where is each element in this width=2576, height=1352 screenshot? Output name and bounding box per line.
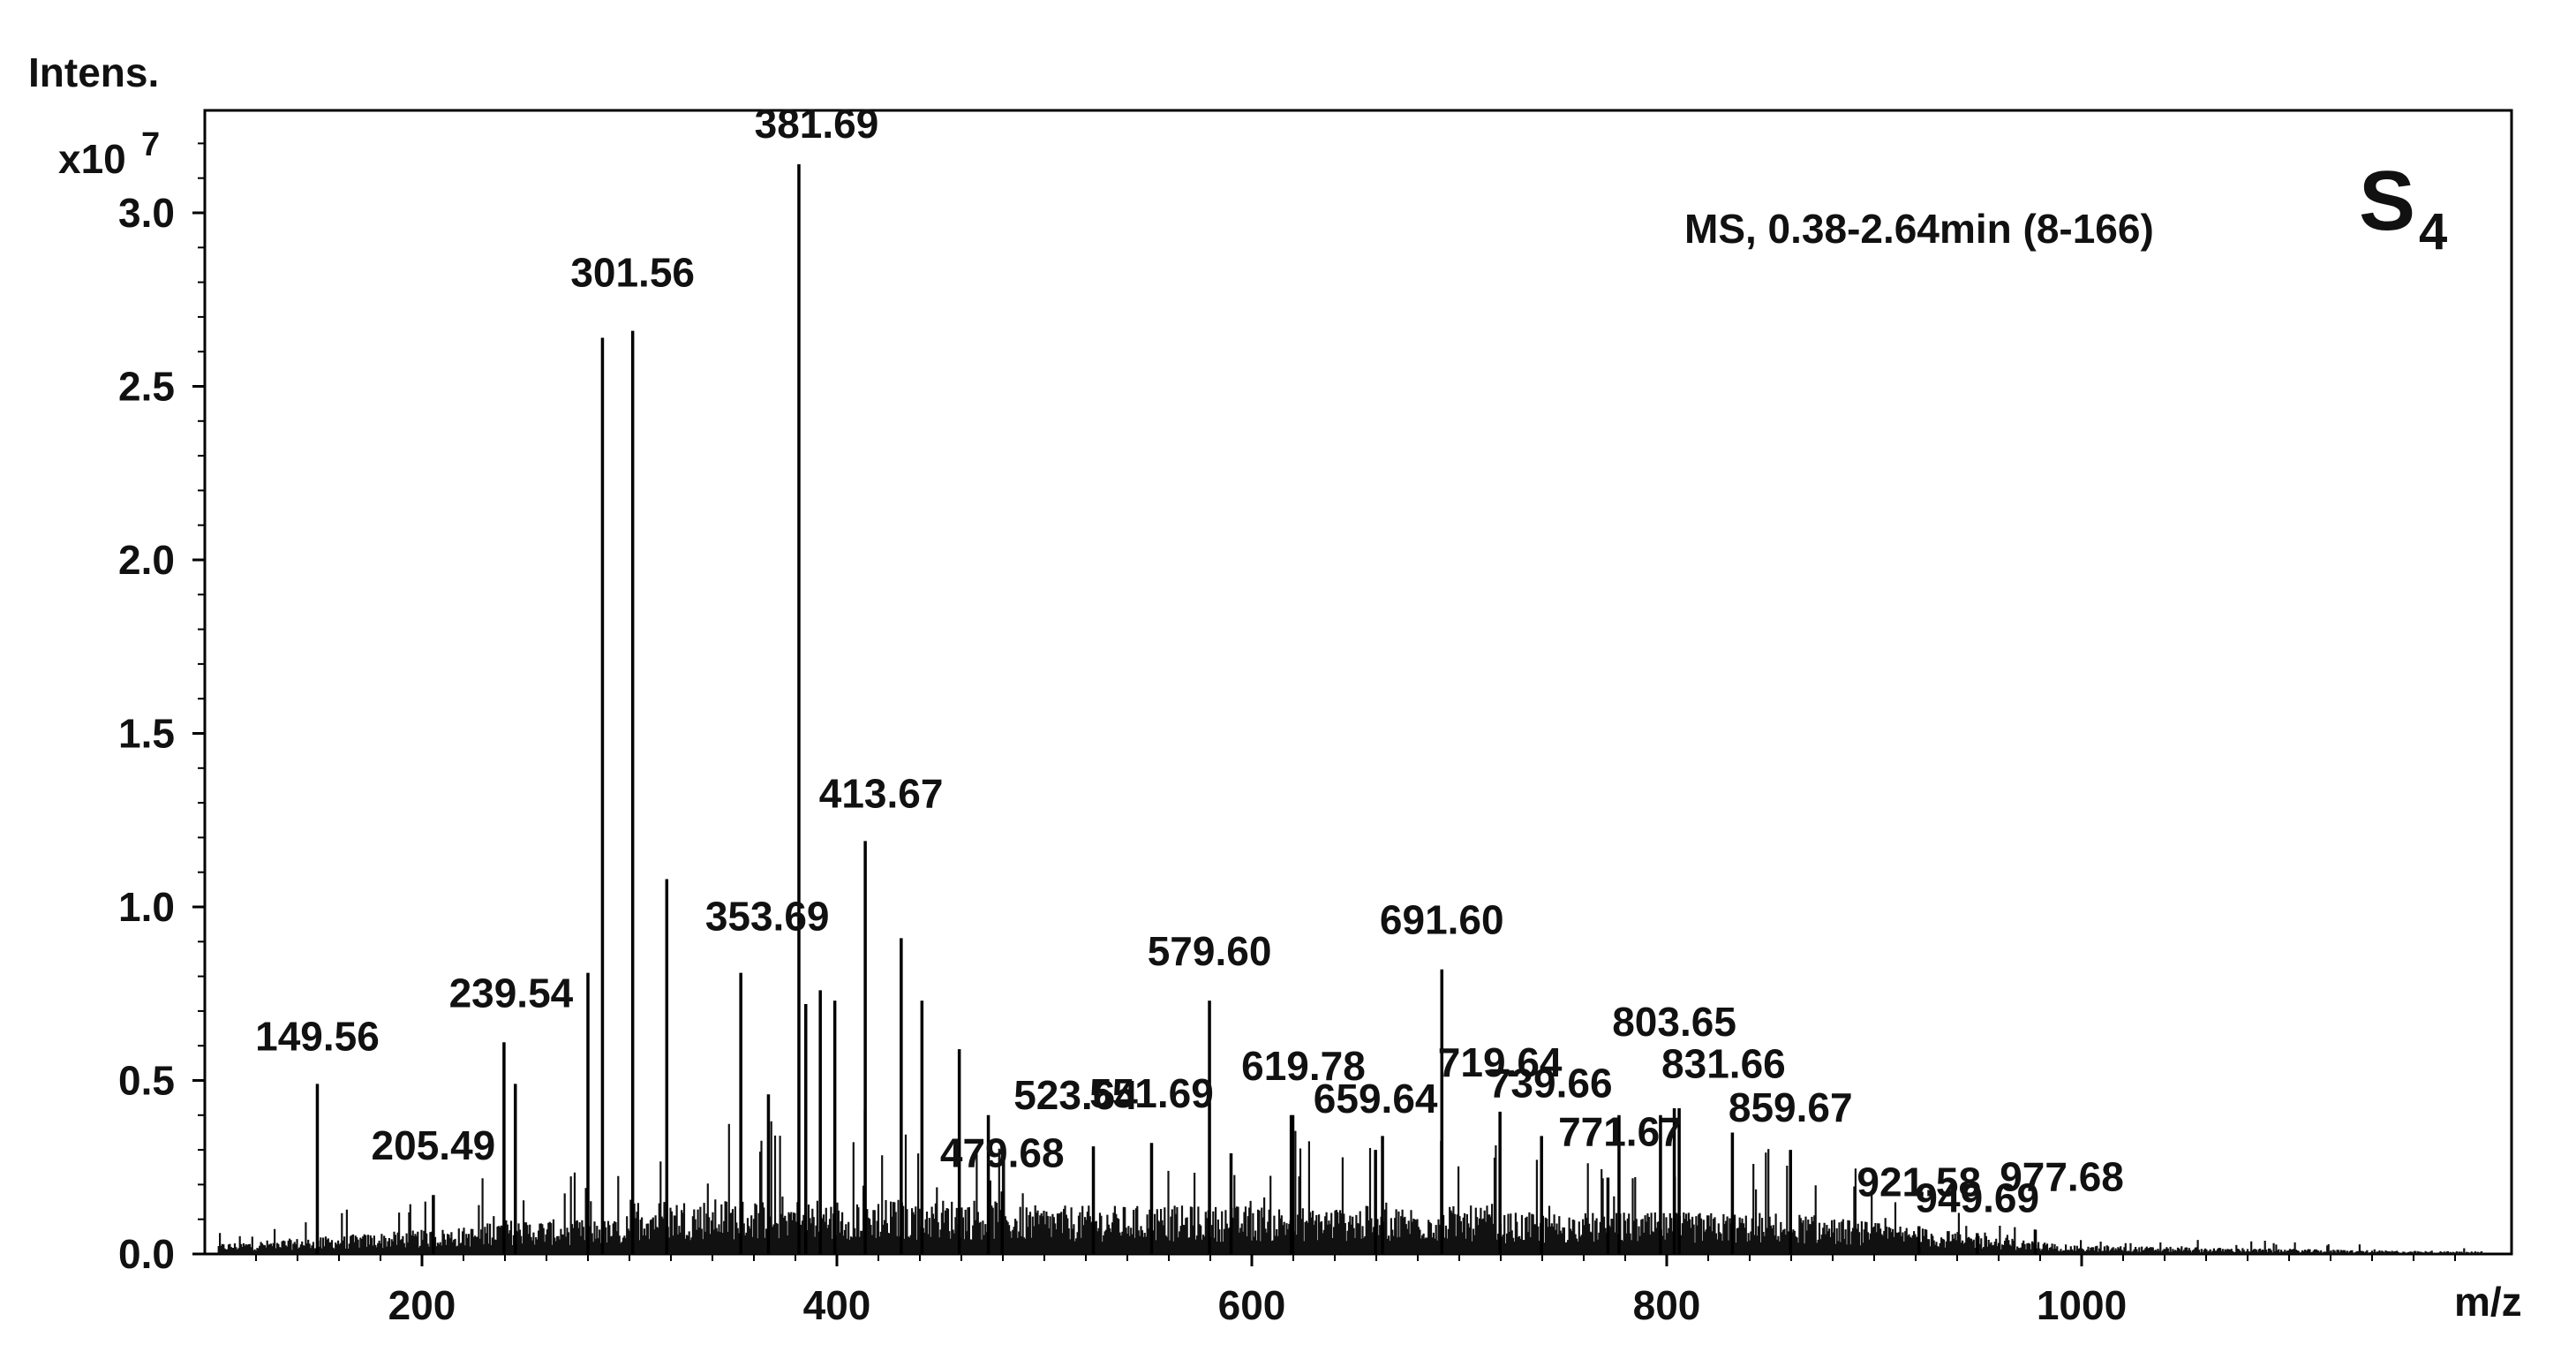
peak-label-301.56: 301.56 — [570, 250, 695, 296]
sample-letter: S — [2359, 154, 2415, 248]
x-tick-label: 1000 — [2037, 1282, 2127, 1328]
peak-label-413.67: 413.67 — [819, 770, 944, 816]
run-annotation: MS, 0.38-2.64min (8-166) — [1684, 206, 2154, 252]
y-axis-title: Intens. — [28, 49, 159, 95]
x-axis-title: m/z — [2454, 1279, 2522, 1325]
peak-label-977.68: 977.68 — [2000, 1153, 2124, 1199]
peak-label-659.64: 659.64 — [1314, 1076, 1438, 1122]
noise-trace — [217, 1109, 2484, 1254]
peak-label-803.65: 803.65 — [1612, 999, 1736, 1045]
y-tick-label: 0.0 — [118, 1231, 175, 1277]
peak-label-921.58: 921.58 — [1857, 1159, 1981, 1205]
y-scale-label: x10 — [58, 136, 126, 182]
y-tick-label: 0.5 — [118, 1058, 175, 1104]
x-tick-label: 400 — [803, 1282, 871, 1328]
peak-label-691.60: 691.60 — [1380, 897, 1504, 943]
peak-label-831.66: 831.66 — [1661, 1040, 1786, 1086]
y-scale-exponent: 7 — [141, 126, 160, 163]
sample-subscript: 4 — [2419, 203, 2447, 261]
y-tick-label: 2.0 — [118, 537, 175, 583]
peak-label-205.49: 205.49 — [372, 1122, 496, 1168]
peak-labels: 149.56 205.49 239.54 301.56 353.69 381.69 413.… — [255, 101, 2124, 1220]
peak-label-719.64: 719.64 — [1438, 1039, 1563, 1085]
x-tick-label: 200 — [388, 1282, 456, 1328]
x-tick-label: 800 — [1633, 1282, 1701, 1328]
x-tick-label: 600 — [1218, 1282, 1286, 1328]
peak-label-479.68: 479.68 — [940, 1129, 1065, 1175]
peak-label-523.64: 523.64 — [1013, 1072, 1138, 1118]
peak-sticks — [315, 163, 2037, 1254]
peak-label-949.69: 949.69 — [1915, 1175, 2039, 1220]
peak-label-381.69: 381.69 — [755, 101, 879, 147]
peak-label-859.67: 859.67 — [1729, 1084, 1853, 1130]
peak-label-771.67: 771.67 — [1558, 1109, 1683, 1155]
peak-label-579.60: 579.60 — [1148, 928, 1272, 974]
peak-label-551.69: 551.69 — [1089, 1070, 1214, 1116]
peak-label-619.78: 619.78 — [1241, 1043, 1366, 1089]
peak-label-149.56: 149.56 — [255, 1013, 380, 1059]
axis-ticks: 200 400 600 800 1000 0.0 0.5 1.0 1.5 2.0 2.5 3.0 — [118, 142, 2456, 1328]
peak-label-239.54: 239.54 — [449, 970, 574, 1016]
y-tick-label: 1.0 — [118, 884, 175, 930]
y-tick-label: 1.5 — [118, 711, 175, 757]
baseline-noise — [217, 1109, 2484, 1254]
sample-label: S 4 — [2359, 154, 2447, 261]
peak-label-739.66: 739.66 — [1488, 1060, 1613, 1106]
y-tick-label: 2.5 — [118, 364, 175, 410]
y-scale-factor: x10 7 — [58, 126, 160, 182]
peak-label-353.69: 353.69 — [705, 894, 830, 940]
y-tick-label: 3.0 — [118, 190, 175, 236]
